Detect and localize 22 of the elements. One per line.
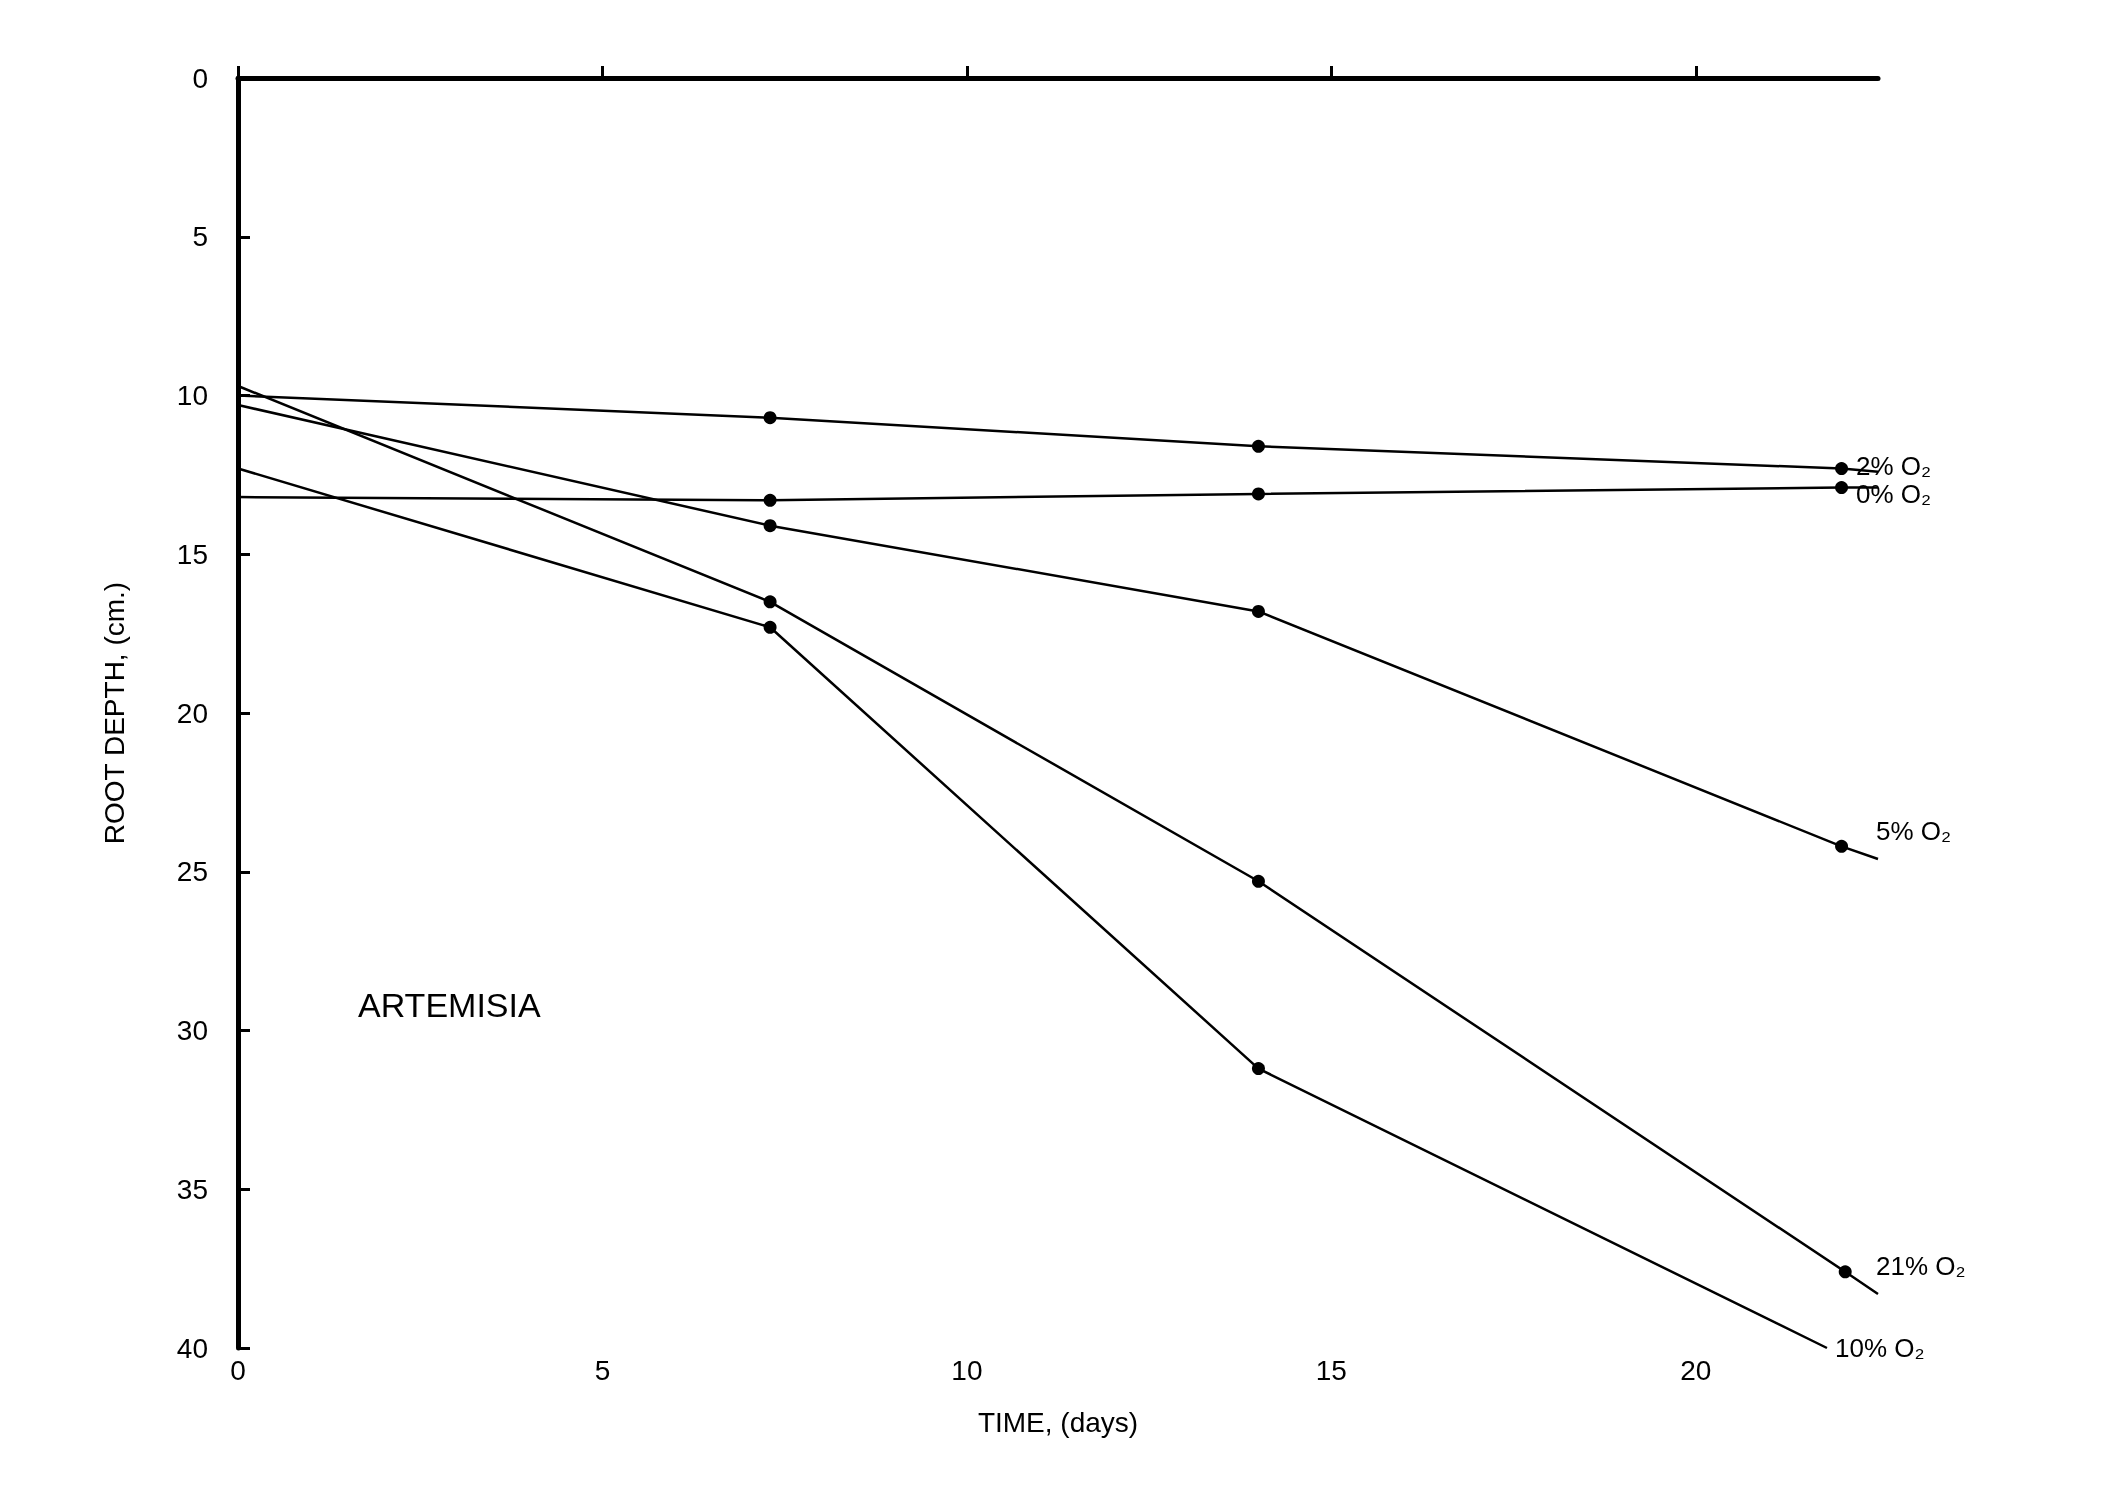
y-tick-label: 35	[176, 1173, 208, 1205]
x-tick-label: 10	[951, 1354, 983, 1386]
y-tick-label: 0	[192, 62, 208, 94]
x-tick-label: 0	[230, 1354, 246, 1386]
x-axis-title: TIME, (days)	[977, 1406, 1139, 1438]
annotation: ARTEMISIA	[358, 986, 541, 1024]
y-axis-title: ROOT DEPTH, (cm.)	[98, 581, 130, 845]
series-label: 21% O₂	[1876, 1251, 1966, 1282]
y-tick-label: 5	[192, 221, 208, 253]
series-label: 2% O₂	[1856, 450, 1932, 481]
y-tick-label: 30	[176, 1015, 208, 1046]
series-label: 5% O₂	[1876, 816, 1952, 847]
y-tick-label: 40	[176, 1332, 208, 1364]
y-tick-label: 15	[176, 538, 208, 570]
x-tick-label: 5	[594, 1354, 611, 1386]
y-tick-label: 25	[176, 856, 208, 888]
series-label: 0% O₂	[1856, 478, 1932, 509]
y-tick-label: 20	[176, 697, 208, 729]
x-tick-label: 20	[1680, 1354, 1712, 1386]
series-label: 10% O₂	[1834, 1333, 1925, 1363]
y-tick-label: 10	[176, 380, 208, 411]
x-tick-label: 15	[1315, 1354, 1347, 1386]
